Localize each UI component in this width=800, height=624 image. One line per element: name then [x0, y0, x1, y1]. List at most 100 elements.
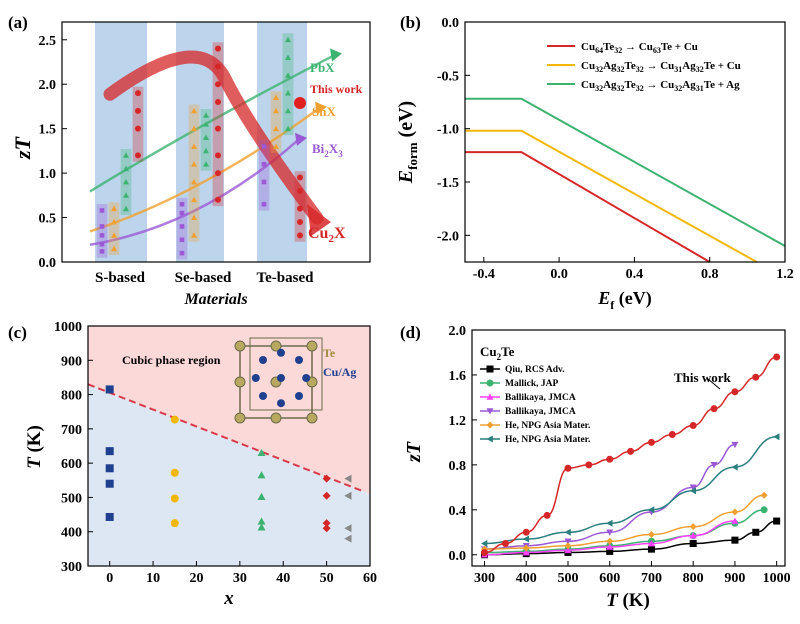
column-point [123, 152, 129, 158]
trend-cu2x-arrowhead [307, 204, 331, 237]
column-point [285, 125, 291, 132]
column-point [135, 125, 141, 132]
y-tick-label-d: 0.4 [449, 504, 467, 519]
y-tick-label-a: 2.0 [39, 78, 57, 93]
column-point [203, 112, 209, 118]
column-point [297, 205, 303, 212]
y-tick-label-a: 2.5 [39, 34, 57, 49]
phase-point [170, 519, 179, 528]
cu-ag-atom [259, 356, 267, 364]
zt-point [481, 540, 488, 548]
panel-a: (a) 0.0 0.5 1.0 1.5 2.0 2.5 zT S-based Se-bas… [8, 13, 371, 308]
y-tick-label-c: 1000 [54, 320, 82, 335]
ticks-c: 0 10 20 30 40 50 60 300 400 500 600 700 800 900 1000 [54, 320, 377, 586]
x-axis-label-d: T (K) [606, 590, 650, 611]
y-tick-label-d: 1.6 [449, 369, 467, 384]
zt-point [731, 388, 739, 396]
phase-boundary-line [87, 383, 362, 492]
zt-point [731, 441, 739, 449]
column-point [179, 250, 185, 256]
trend-arrowhead [315, 101, 327, 115]
zt-point [760, 491, 768, 499]
y-tick-label-d: 1.2 [449, 414, 467, 429]
column-point [191, 125, 197, 132]
zt-point [731, 536, 739, 544]
column-bar [258, 140, 270, 211]
column-point [99, 224, 105, 229]
column-point [285, 36, 291, 43]
legend-marker-d [486, 408, 494, 415]
phase-point [105, 447, 114, 456]
column-point [203, 121, 209, 127]
cu-ag-atom [251, 374, 260, 382]
zt-point [585, 461, 593, 469]
series-label-snx: SnX [312, 104, 336, 119]
zt-point [606, 455, 614, 463]
cell-back [249, 337, 323, 411]
panel-label-a: (a) [8, 13, 28, 32]
zt-point [564, 538, 572, 545]
plot-frame-a [61, 21, 371, 263]
phase-point [322, 491, 331, 500]
legend-entry-d: Ballikaya, JMCA [505, 407, 576, 417]
column-point [273, 125, 279, 132]
zt-line [484, 494, 765, 550]
phase-point [170, 468, 179, 477]
phase-point [257, 448, 266, 457]
low-temp-region-fill [88, 384, 370, 566]
zt-point [773, 353, 781, 361]
series-label-this-work: This work [310, 82, 363, 96]
column-point [285, 54, 291, 60]
column-point [135, 152, 141, 159]
column-point [123, 192, 129, 198]
zt-point [773, 433, 780, 441]
y-tick-label-d: 0.0 [449, 549, 467, 564]
y-axis-label-b: Eform (eV) [395, 101, 420, 184]
te-atom [270, 340, 282, 352]
te-atom [270, 412, 282, 424]
zt-point [647, 531, 655, 539]
column-point [123, 205, 129, 212]
ticks-d: 300 400 500 600 700 800 900 1000 0.0 0.4 0.8 1.2 1.6… [449, 324, 791, 586]
column-point [99, 241, 105, 247]
column-point [191, 232, 197, 238]
legend-marker-d [486, 365, 494, 373]
te-atom [234, 340, 246, 352]
y-tick-label-c: 900 [61, 354, 82, 369]
x-tick-label-c: 0 [106, 571, 113, 586]
y-tick-label-c: 800 [61, 389, 82, 404]
trend-cu2x [103, 50, 324, 225]
column-bar [96, 204, 108, 258]
column-point [285, 90, 291, 96]
phase-point [344, 524, 352, 533]
zt-point [481, 549, 489, 557]
column-point [191, 179, 197, 185]
phase-point [105, 385, 114, 394]
legend-entry-d: Mallick, JAP [505, 379, 558, 389]
cu-ag-atom [277, 399, 285, 408]
x-axis-label-b: Ef (eV) [597, 288, 652, 312]
zt-point [606, 537, 614, 545]
zt-point [501, 540, 509, 548]
band-s [95, 22, 147, 262]
y-tick-label-a: 0.0 [39, 256, 57, 271]
legend-marker-d [486, 435, 493, 443]
y-tick-label-a: 1.0 [39, 167, 57, 182]
y-tick-label-c: 600 [61, 457, 82, 472]
column-point [179, 224, 185, 229]
zt-point [606, 543, 614, 550]
y-tick-label-c: 500 [61, 491, 82, 506]
formation-line [465, 97, 786, 247]
column-point [297, 174, 303, 181]
phase-point [257, 471, 266, 479]
column-point [191, 161, 197, 167]
y-tick-label-b: -1.5 [437, 176, 459, 191]
zt-point [731, 463, 738, 471]
y-tick-label-d: 2.0 [449, 324, 467, 339]
phase-data-points [105, 385, 352, 543]
zt-point [647, 540, 655, 547]
x-tick-label-b: 0.4 [626, 267, 644, 282]
legend-entry-d: Qiu, RCS Adv. [505, 365, 565, 375]
plot-frame-c [87, 325, 371, 567]
zt-series [481, 353, 781, 559]
